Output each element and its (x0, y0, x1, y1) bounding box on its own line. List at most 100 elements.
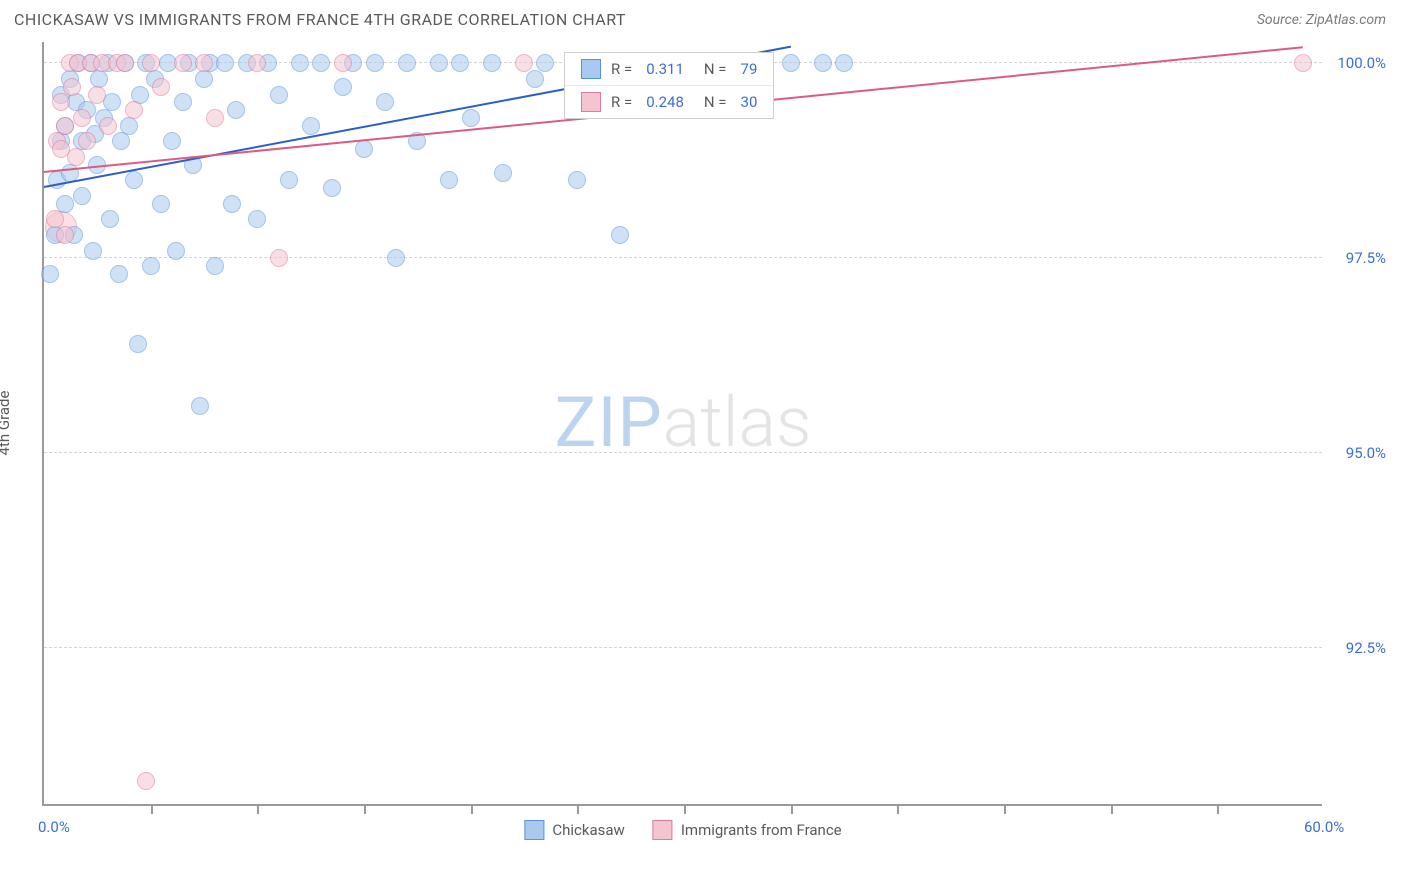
scatter-point (387, 249, 405, 267)
scatter-point (355, 140, 373, 158)
scatter-point (78, 132, 96, 150)
x-tick (1111, 804, 1113, 814)
y-tick-label: 95.0% (1346, 444, 1386, 462)
scatter-point (270, 86, 288, 104)
y-tick-label: 97.5% (1346, 249, 1386, 267)
scatter-point (227, 101, 245, 119)
r-label: R = (611, 60, 632, 78)
scatter-point (110, 265, 128, 283)
scatter-point (73, 187, 91, 205)
scatter-point (116, 54, 134, 72)
gridline (44, 452, 1322, 453)
correlation-legend: R =0.311N =79R =0.248N =30 (564, 52, 774, 119)
legend-swatch (581, 59, 601, 79)
scatter-point (73, 109, 91, 127)
scatter-point (167, 242, 185, 260)
scatter-point (142, 54, 160, 72)
scatter-point (302, 117, 320, 135)
scatter-point (56, 195, 74, 213)
scatter-point (99, 117, 117, 135)
legend-item: Chickasaw (524, 820, 624, 840)
scatter-point (206, 109, 224, 127)
scatter-point (216, 54, 234, 72)
chart-container: 4th Grade ZIPatlas ChickasawImmigrants f… (42, 42, 1386, 842)
scatter-point (462, 109, 480, 127)
scatter-point (568, 171, 586, 189)
x-tick (257, 804, 259, 814)
scatter-point (125, 171, 143, 189)
scatter-point (195, 70, 213, 88)
legend-row: R =0.248N =30 (565, 85, 773, 118)
y-axis-label: 4th Grade (0, 391, 13, 456)
scatter-point (312, 54, 330, 72)
x-tick-label: 0.0% (38, 818, 70, 836)
scatter-point (223, 195, 241, 213)
scatter-point (120, 117, 138, 135)
r-value: 0.248 (642, 93, 684, 111)
scatter-point (376, 93, 394, 111)
scatter-point (125, 101, 143, 119)
scatter-point (52, 93, 70, 111)
scatter-point (451, 54, 469, 72)
scatter-point (366, 54, 384, 72)
legend-label: Immigrants from France (681, 821, 842, 839)
scatter-point (56, 226, 74, 244)
gridline (44, 257, 1322, 258)
y-tick-label: 100.0% (1337, 54, 1386, 72)
n-value: 30 (737, 93, 758, 111)
n-value: 79 (737, 60, 758, 78)
scatter-point (835, 54, 853, 72)
scatter-point (174, 54, 192, 72)
scatter-point (611, 226, 629, 244)
scatter-point (1294, 54, 1312, 72)
legend-swatch (653, 820, 673, 840)
scatter-point (191, 397, 209, 415)
scatter-point (112, 132, 130, 150)
scatter-point (536, 54, 554, 72)
scatter-point (270, 249, 288, 267)
scatter-point (63, 78, 81, 96)
r-label: R = (611, 93, 632, 111)
scatter-point (483, 54, 501, 72)
gridline (44, 647, 1322, 648)
plot-area: 4th Grade ZIPatlas ChickasawImmigrants f… (42, 42, 1322, 806)
x-tick (1004, 804, 1006, 814)
scatter-point (280, 171, 298, 189)
scatter-point (430, 54, 448, 72)
r-value: 0.311 (642, 60, 684, 78)
scatter-point (41, 265, 59, 283)
scatter-point (152, 195, 170, 213)
scatter-point (84, 242, 102, 260)
scatter-point (323, 179, 341, 197)
scatter-point (195, 54, 213, 72)
x-tick (471, 804, 473, 814)
scatter-point (526, 70, 544, 88)
scatter-point (137, 772, 155, 790)
scatter-point (398, 54, 416, 72)
scatter-point (101, 210, 119, 228)
scatter-point (334, 54, 352, 72)
source-label: Source: ZipAtlas.com (1257, 12, 1386, 28)
scatter-point (291, 54, 309, 72)
scatter-point (56, 117, 74, 135)
x-tick (151, 804, 153, 814)
scatter-point (494, 164, 512, 182)
legend-swatch (524, 820, 544, 840)
scatter-point (440, 171, 458, 189)
n-label: N = (704, 60, 727, 78)
scatter-point (174, 93, 192, 111)
scatter-point (129, 335, 147, 353)
scatter-point (334, 78, 352, 96)
scatter-point (67, 148, 85, 166)
legend-label: Chickasaw (552, 821, 624, 839)
scatter-point (88, 86, 106, 104)
scatter-point (515, 54, 533, 72)
x-tick (791, 804, 793, 814)
scatter-point (163, 132, 181, 150)
scatter-point (142, 257, 160, 275)
scatter-point (814, 54, 832, 72)
x-tick (897, 804, 899, 814)
scatter-point (782, 54, 800, 72)
x-tick (577, 804, 579, 814)
legend-row: R = 0.311 N = 79 (565, 53, 773, 85)
